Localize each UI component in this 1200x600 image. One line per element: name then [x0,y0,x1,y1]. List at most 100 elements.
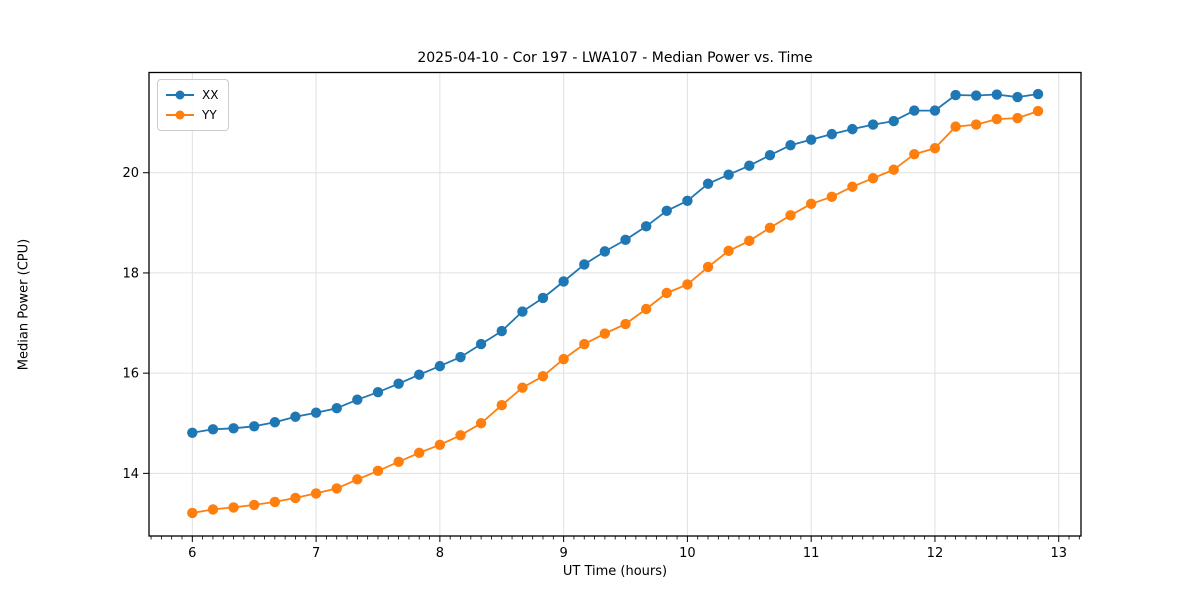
y-tick-label: 20 [122,166,139,181]
series-marker-yy [744,235,755,247]
series-marker-xx [805,134,817,145]
series-marker-xx [372,386,384,398]
series-marker-xx [909,105,920,116]
x-axis-label: UT Time (hours) [562,564,668,579]
series-marker-xx [290,411,301,422]
series-marker-xx [888,115,899,127]
series-marker-xx [269,417,281,428]
series-marker-yy [331,483,342,494]
series-marker-yy [764,222,776,234]
series-marker-xx [640,221,652,232]
series-marker-xx [929,105,941,116]
series-marker-yy [413,447,425,459]
series-marker-xx [599,246,611,257]
series-marker-xx [1032,88,1044,100]
series-marker-yy [1032,105,1044,117]
y-axis-label: Median Power (CPU) [16,238,32,371]
series-marker-xx [455,351,466,363]
series-marker-xx [579,259,590,270]
series-marker-yy [950,121,961,132]
series-marker-yy [249,499,260,511]
series-marker-xx [228,423,239,434]
series-marker-xx [517,306,528,317]
series-marker-xx [187,427,198,438]
series-marker-xx [764,149,776,161]
series-marker-yy [455,430,466,441]
series-marker-xx [434,360,446,372]
series-marker-yy [228,502,239,513]
legend-dot-yy [175,110,185,120]
legend-label-xx: XX [202,88,219,102]
series-marker-xx [496,325,507,337]
series-marker-xx [970,90,982,101]
series-marker-yy [867,173,879,184]
y-tick-label: 14 [122,467,139,482]
series-marker-yy [620,318,631,330]
series-marker-yy [847,181,858,192]
series-marker-yy [372,465,384,477]
series-marker-xx [661,205,672,216]
legend-label-yy: YY [202,108,217,122]
series-marker-xx [826,128,838,140]
series-marker-yy [682,279,693,290]
series-marker-yy [723,245,734,257]
series-marker-yy [909,148,920,160]
x-tick-label: 12 [927,546,944,561]
x-tick-label: 6 [188,546,196,561]
series-marker-xx [950,89,961,101]
series-marker-yy [290,492,301,504]
series-marker-yy [393,456,404,468]
series-marker-yy [475,418,487,429]
legend-dot-xx [175,90,185,100]
series-marker-yy [599,328,611,339]
series-marker-xx [867,119,879,130]
legend-item-xx: XX [166,85,218,105]
series-marker-yy [702,261,714,273]
x-tick-label: 10 [679,546,696,561]
series-marker-xx [744,160,755,171]
series-marker-yy [310,488,322,499]
series-marker-yy [269,496,281,508]
series-marker-yy [991,113,1003,125]
series-marker-yy [929,142,941,154]
series-marker-xx [331,403,342,414]
series-marker-yy [640,303,652,315]
y-tick-label: 18 [122,266,139,281]
series-line-xx [192,93,1039,434]
series-marker-xx [682,195,693,206]
series-marker-xx [207,424,219,435]
x-tick-label: 11 [803,546,820,561]
series-marker-xx [1012,91,1023,103]
series-marker-xx [352,394,363,405]
series-marker-xx [991,89,1003,100]
series-marker-yy [207,504,219,515]
series-marker-xx [475,338,487,350]
series-marker-yy [579,338,590,350]
series-marker-yy [785,210,796,221]
series-marker-xx [558,276,569,287]
series-marker-xx [249,421,260,432]
legend: XX YY [157,79,230,131]
x-tick-label: 13 [1050,546,1067,561]
y-tick-label: 16 [122,367,139,382]
chart-title: 2025-04-10 - Cor 197 - LWA107 - Median P… [417,50,813,66]
series-marker-xx [702,178,714,189]
series-marker-yy [187,507,198,519]
series-marker-xx [310,407,322,418]
x-tick-label: 8 [436,546,444,561]
series-marker-yy [434,439,446,451]
x-tick-label: 9 [559,546,567,561]
series-marker-yy [352,474,363,485]
series-marker-xx [620,234,631,246]
legend-line-marker-xx [166,90,194,100]
series-marker-yy [661,287,672,299]
series-marker-yy [517,382,528,393]
series-marker-xx [847,123,858,135]
series-marker-xx [393,378,404,389]
legend-item-yy: YY [166,105,218,125]
series-marker-yy [826,191,838,202]
series-marker-xx [723,169,734,180]
x-tick-label: 7 [312,546,320,561]
series-marker-yy [558,353,569,365]
